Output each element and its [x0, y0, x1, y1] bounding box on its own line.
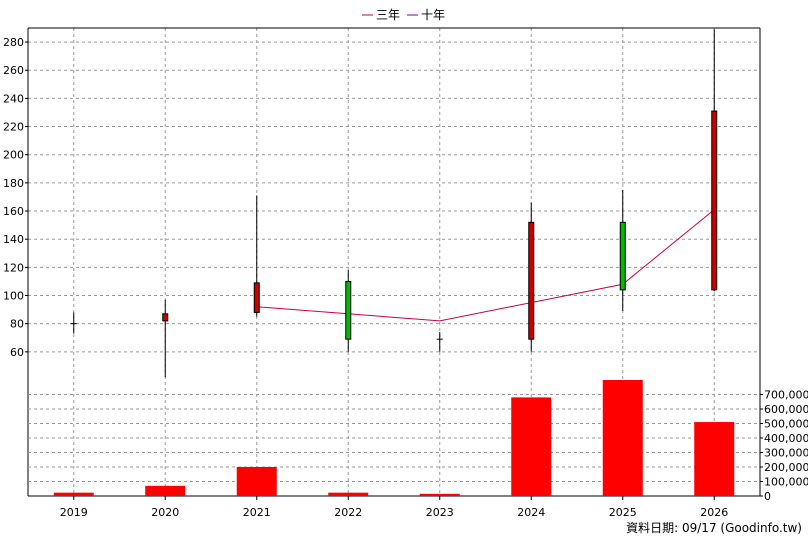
candle-body [345, 280, 352, 340]
price-tick-label: 240 [3, 92, 24, 105]
legend-label-3y: 三年 [376, 8, 400, 22]
price-tick-label: 280 [3, 36, 24, 49]
candle-body [162, 313, 169, 322]
volume-bar [694, 422, 735, 496]
volume-tick-label: 400,000 [764, 432, 808, 445]
price-panel: 60 80 100 120 140 160 180 200 220 240 260 280 [3, 27, 761, 496]
x-tick-label: 2026 [700, 506, 728, 519]
candle-body [711, 110, 718, 291]
x-tick-label: 2020 [151, 506, 179, 519]
volume-bar [511, 397, 552, 496]
candle-body [253, 282, 260, 313]
legend: 三年 十年 [362, 8, 445, 22]
volume-bar [419, 493, 460, 496]
candle-body [619, 221, 626, 291]
x-axis: 2019 2020 2021 2022 2023 2024 2025 2026 [60, 496, 728, 519]
price-tick-label: 140 [3, 233, 24, 246]
volume-bar [236, 467, 277, 496]
volume-tick-label: 500,000 [764, 418, 808, 431]
price-tick-label: 100 [3, 290, 24, 303]
candle-body [528, 221, 535, 340]
volume-bar [145, 485, 186, 496]
x-tick-label: 2019 [60, 506, 88, 519]
volume-tick-label: 0 [764, 490, 771, 503]
source-note: 資料日期: 09/17 (Goodinfo.tw) [626, 521, 802, 535]
x-tick-label: 2025 [609, 506, 637, 519]
price-tick-label: 220 [3, 121, 24, 134]
legend-label-10y: 十年 [421, 8, 445, 22]
volume-tick-label: 200,000 [764, 461, 808, 474]
price-tick-label: 80 [10, 318, 24, 331]
x-tick-label: 2024 [517, 506, 545, 519]
volume-tick-label: 300,000 [764, 447, 808, 460]
x-tick-label: 2021 [243, 506, 271, 519]
volume-tick-label: 700,000 [764, 389, 808, 402]
x-tick-label: 2023 [426, 506, 454, 519]
price-tick-label: 180 [3, 177, 24, 190]
price-tick-label: 260 [3, 64, 24, 77]
price-tick-label: 120 [3, 261, 24, 274]
volume-bar [53, 492, 94, 496]
price-tick-label: 200 [3, 149, 24, 162]
series-line-3y [256, 209, 715, 322]
volume-tick-label: 100,000 [764, 476, 808, 489]
volume-tick-label: 600,000 [764, 403, 808, 416]
x-tick-label: 2022 [334, 506, 362, 519]
price-tick-label: 160 [3, 205, 24, 218]
volume-bar [328, 492, 369, 496]
price-tick-label: 60 [10, 346, 24, 359]
volume-bar [602, 380, 643, 496]
